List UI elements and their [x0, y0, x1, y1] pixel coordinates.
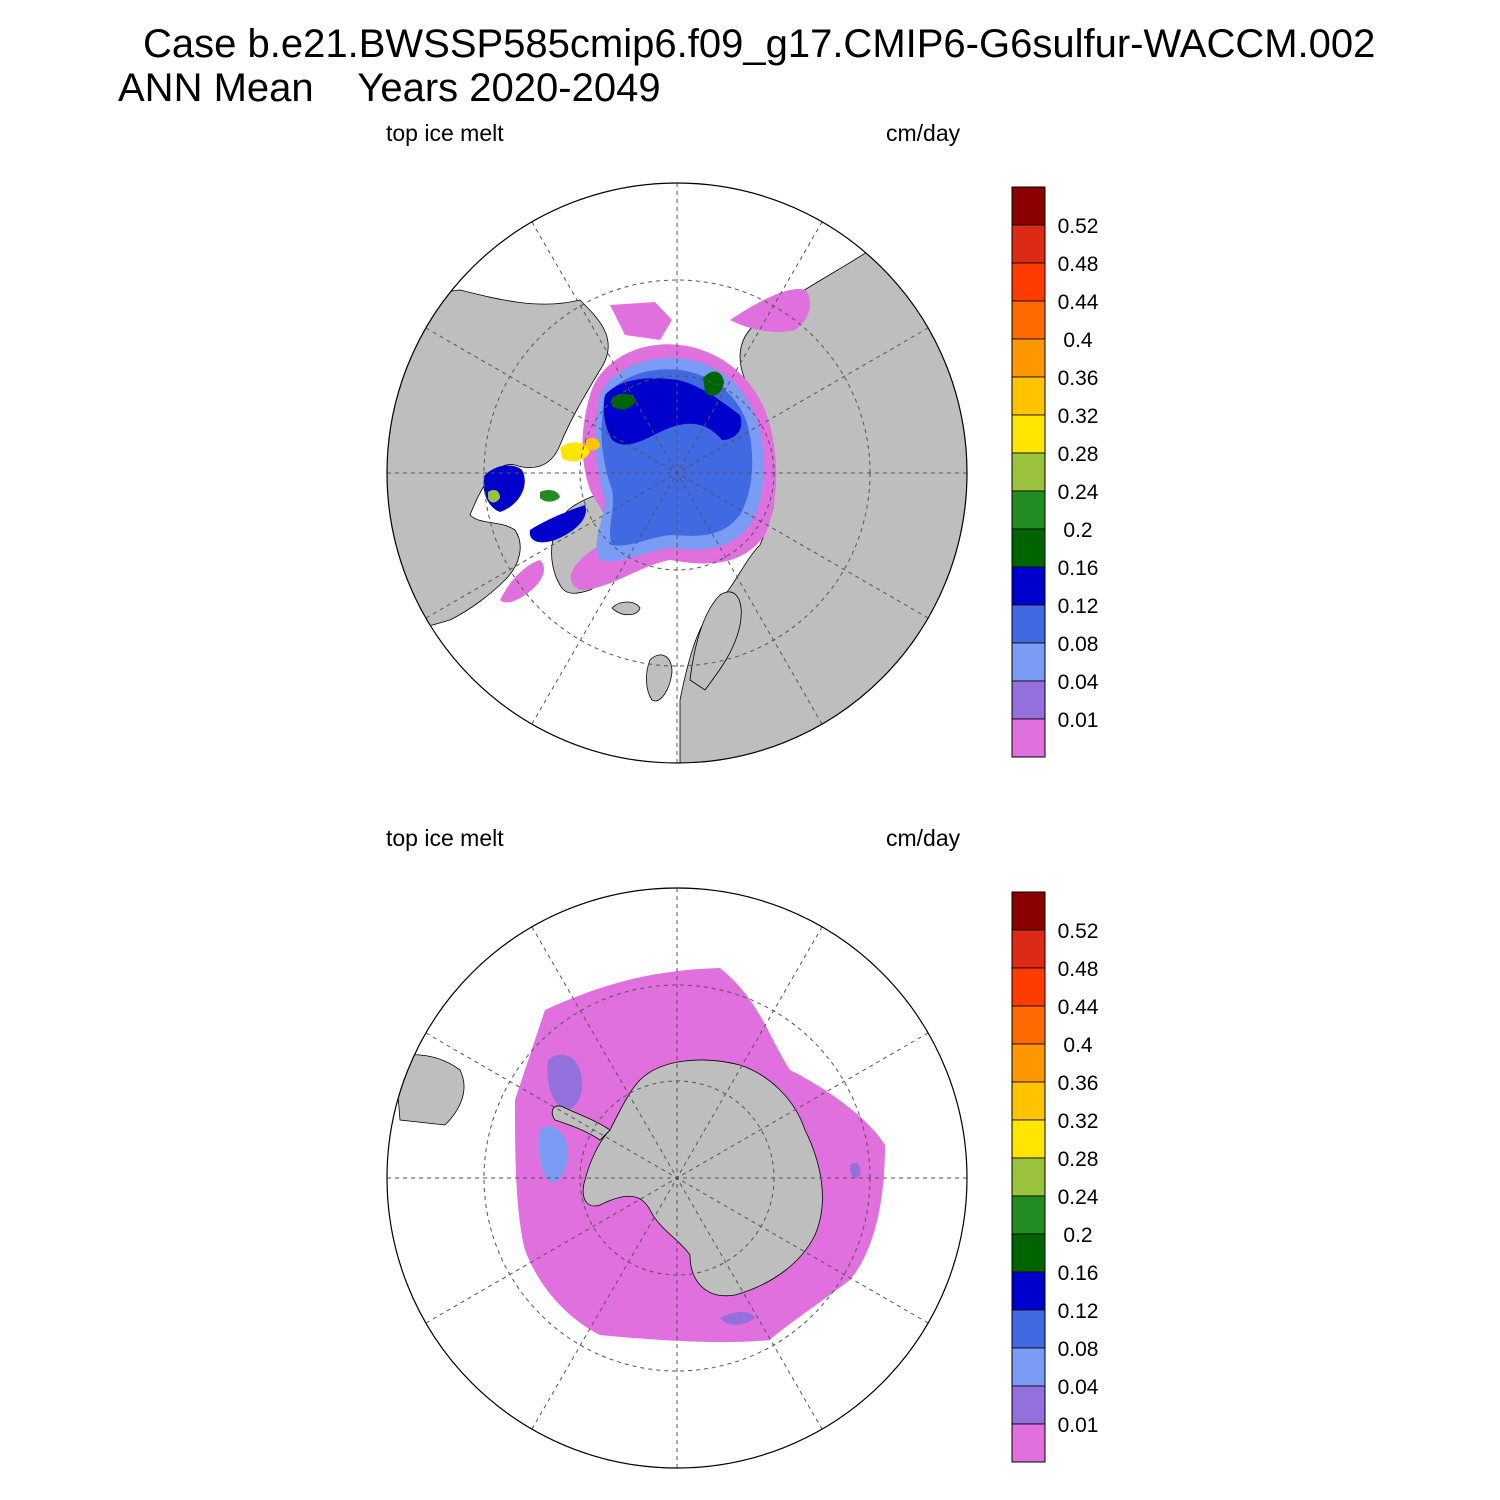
north-colorbar-box-11: [1011, 604, 1046, 644]
south-colorbar-outline: [1011, 891, 1046, 1463]
south-colorbar-label-5: 0.32: [1058, 1110, 1099, 1133]
north-colorbar-box-10: [1011, 566, 1046, 606]
south-colorbar-label-2: 0.44: [1058, 996, 1099, 1019]
south-contour-lavender-east: [850, 1163, 861, 1179]
south-colorbar: 0.52 0.48 0.44 0.4 0.36 0.32 0.28 0.24 0.2 0.16 0.…: [1011, 891, 1099, 1463]
south-colorbar-box-14: [1011, 1423, 1046, 1463]
south-colorbar-label-4: 0.36: [1058, 1072, 1099, 1095]
north-colorbar-label-3: 0.4: [1063, 329, 1093, 352]
north-colorbar-box-1: [1011, 224, 1046, 264]
south-colorbar-label-7: 0.24: [1058, 1186, 1099, 1209]
north-contour-olive: [488, 490, 500, 503]
north-colorbar-label-8: 0.2: [1063, 519, 1092, 542]
north-colorbar-outline: [1011, 186, 1046, 758]
north-colorbar-box-12: [1011, 642, 1046, 682]
south-map-border: [386, 887, 968, 1469]
south-colorbar-box-13: [1011, 1385, 1046, 1425]
south-contour-lavender-ross: [720, 1312, 755, 1325]
south-land-south-america: [394, 1054, 465, 1126]
north-colorbar-label-0: 0.52: [1058, 215, 1099, 238]
south-colorbar-label-11: 0.08: [1058, 1338, 1099, 1361]
south-colorbar-box-5: [1011, 1081, 1046, 1121]
north-contour-blue-baffin: [529, 505, 586, 543]
south-colorbar-label-0: 0.52: [1058, 920, 1099, 943]
south-colorbar-box-10: [1011, 1271, 1046, 1311]
north-colorbar-label-11: 0.08: [1058, 633, 1099, 656]
south-polar-map: [386, 887, 968, 1469]
south-units-label: cm/day: [886, 825, 961, 851]
north-colorbar-label-1: 0.48: [1058, 253, 1099, 276]
north-colorbar-label-2: 0.44: [1058, 291, 1099, 314]
south-variable-label: top ice melt: [386, 825, 504, 851]
south-colorbar-box-8: [1011, 1195, 1046, 1235]
case-title: Case b.e21.BWSSP585cmip6.f09_g17.CMIP6-G…: [143, 22, 1376, 66]
north-colorbar-box-5: [1011, 376, 1046, 416]
south-contour-lightblue-peninsula: [538, 1126, 568, 1183]
south-colorbar-box-11: [1011, 1309, 1046, 1349]
north-colorbar-label-9: 0.16: [1058, 557, 1099, 580]
south-colorbar-box-9: [1011, 1233, 1046, 1273]
south-colorbar-label-13: 0.01: [1058, 1414, 1099, 1437]
north-contour-pink-labrador: [500, 560, 545, 603]
south-colorbar-label-8: 0.2: [1063, 1224, 1092, 1247]
north-colorbar-label-7: 0.24: [1058, 481, 1099, 504]
north-contour-orange: [586, 438, 600, 451]
south-colorbar-box-7: [1011, 1157, 1046, 1197]
north-contour-darkgreen: [612, 393, 636, 410]
south-colorbar-box-0: [1011, 891, 1046, 931]
south-colorbar-label-3: 0.4: [1063, 1034, 1093, 1057]
north-contour-yellow: [560, 442, 590, 462]
north-contour-pink-bering: [610, 302, 672, 340]
north-colorbar-box-0: [1011, 186, 1046, 226]
south-colorbar-box-6: [1011, 1119, 1046, 1159]
north-polar-map: [386, 182, 968, 764]
north-colorbar-box-7: [1011, 452, 1046, 492]
north-units-label: cm/day: [886, 120, 961, 146]
north-contour-blue: [603, 378, 742, 445]
north-colorbar-box-4: [1011, 338, 1046, 378]
north-contour-pink-pacific: [730, 289, 811, 332]
period-title: ANN Mean Years 2020-2049: [118, 66, 661, 110]
north-colorbar-box-3: [1011, 300, 1046, 340]
south-graticule: [387, 888, 967, 1468]
south-colorbar-label-1: 0.48: [1058, 958, 1099, 981]
north-contour-green: [540, 489, 560, 502]
north-map-border: [386, 182, 968, 764]
south-colorbar-label-9: 0.16: [1058, 1262, 1099, 1285]
north-colorbar-box-13: [1011, 680, 1046, 720]
north-colorbar-box-8: [1011, 490, 1046, 530]
north-land-north-america: [387, 289, 609, 641]
north-land-iceland: [611, 601, 641, 616]
north-colorbar-label-6: 0.28: [1058, 443, 1099, 466]
north-colorbar: 0.52 0.48 0.44 0.4 0.36 0.32 0.28 0.24 0.2 0.16 0.…: [1011, 186, 1099, 758]
north-colorbar-box-2: [1011, 262, 1046, 302]
north-graticule: [387, 183, 967, 763]
south-contour-lavender: [547, 1054, 582, 1110]
north-colorbar-box-9: [1011, 528, 1046, 568]
north-land-british-isles: [646, 654, 673, 702]
north-variable-label: top ice melt: [386, 120, 504, 146]
south-colorbar-box-2: [1011, 967, 1046, 1007]
south-colorbar-box-3: [1011, 1005, 1046, 1045]
north-contour-darkgreen-east: [703, 371, 724, 396]
south-colorbar-box-12: [1011, 1347, 1046, 1387]
south-colorbar-box-4: [1011, 1043, 1046, 1083]
north-colorbar-label-12: 0.04: [1058, 671, 1099, 694]
north-land-scandinavia: [689, 591, 742, 691]
south-colorbar-label-12: 0.04: [1058, 1376, 1099, 1399]
north-colorbar-box-14: [1011, 718, 1046, 758]
south-colorbar-box-1: [1011, 929, 1046, 969]
north-colorbar-label-5: 0.32: [1058, 405, 1099, 428]
south-colorbar-label-6: 0.28: [1058, 1148, 1099, 1171]
north-colorbar-label-13: 0.01: [1058, 709, 1099, 732]
south-colorbar-label-10: 0.12: [1058, 1300, 1099, 1323]
north-colorbar-label-10: 0.12: [1058, 595, 1099, 618]
north-colorbar-box-6: [1011, 414, 1046, 454]
north-colorbar-label-4: 0.36: [1058, 367, 1099, 390]
